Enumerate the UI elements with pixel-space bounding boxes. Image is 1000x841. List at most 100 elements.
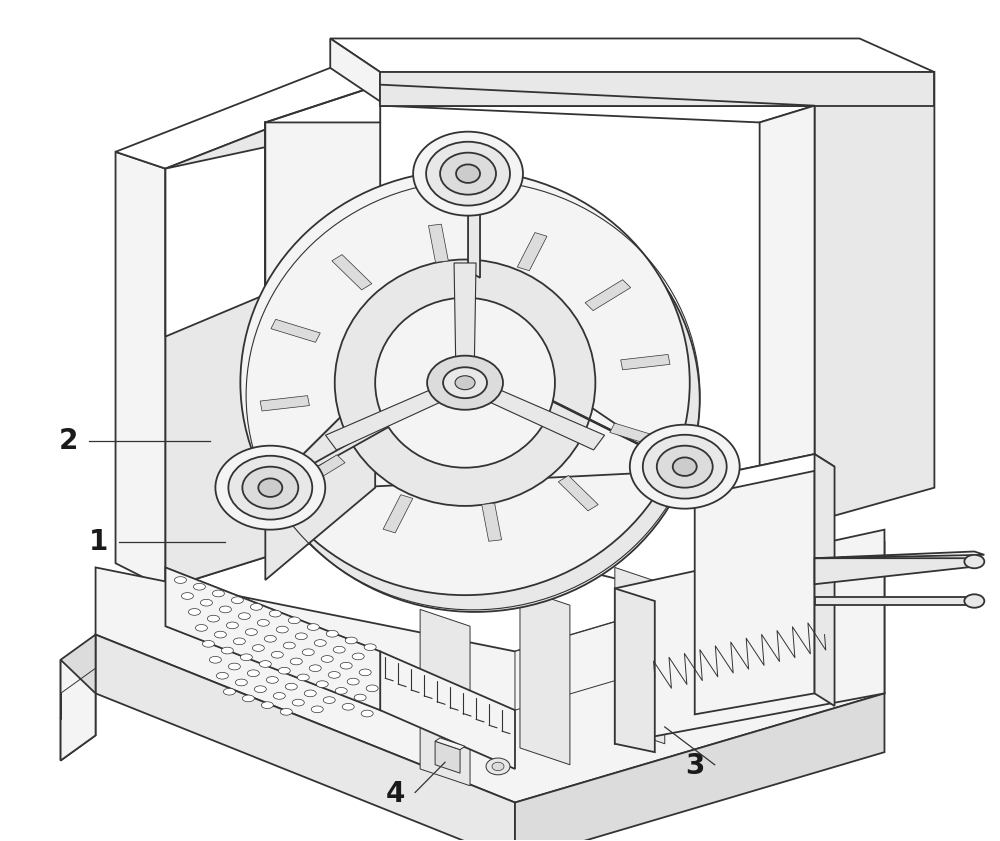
- Polygon shape: [332, 255, 372, 290]
- Ellipse shape: [258, 479, 282, 497]
- Ellipse shape: [242, 695, 254, 701]
- Ellipse shape: [181, 593, 193, 600]
- Polygon shape: [610, 423, 659, 446]
- Ellipse shape: [366, 685, 378, 691]
- Ellipse shape: [195, 625, 207, 632]
- Ellipse shape: [250, 604, 262, 611]
- Ellipse shape: [426, 142, 510, 205]
- Polygon shape: [517, 233, 547, 271]
- Ellipse shape: [440, 153, 496, 194]
- Ellipse shape: [193, 584, 205, 590]
- Ellipse shape: [214, 632, 226, 638]
- Polygon shape: [621, 354, 670, 370]
- Ellipse shape: [486, 758, 510, 775]
- Ellipse shape: [345, 637, 357, 644]
- Ellipse shape: [311, 706, 323, 712]
- Ellipse shape: [273, 692, 285, 699]
- Ellipse shape: [252, 645, 264, 652]
- Ellipse shape: [228, 664, 240, 670]
- Text: 1: 1: [89, 528, 108, 556]
- Ellipse shape: [226, 622, 238, 629]
- Polygon shape: [815, 454, 835, 706]
- Ellipse shape: [333, 647, 345, 653]
- Ellipse shape: [326, 631, 338, 637]
- Polygon shape: [116, 152, 165, 589]
- Ellipse shape: [216, 673, 228, 679]
- Polygon shape: [61, 635, 96, 718]
- Ellipse shape: [228, 456, 312, 520]
- Ellipse shape: [238, 613, 250, 620]
- Ellipse shape: [212, 590, 224, 597]
- Polygon shape: [461, 377, 605, 450]
- Ellipse shape: [297, 674, 309, 680]
- Ellipse shape: [455, 376, 475, 389]
- Ellipse shape: [354, 694, 366, 701]
- Ellipse shape: [307, 624, 319, 631]
- Ellipse shape: [242, 467, 298, 509]
- Ellipse shape: [413, 132, 523, 215]
- Polygon shape: [615, 530, 884, 743]
- Polygon shape: [615, 568, 665, 743]
- Ellipse shape: [259, 661, 271, 668]
- Polygon shape: [468, 173, 480, 278]
- Ellipse shape: [443, 368, 487, 398]
- Polygon shape: [380, 72, 934, 106]
- Ellipse shape: [215, 446, 325, 530]
- Ellipse shape: [335, 260, 595, 506]
- Polygon shape: [271, 320, 320, 342]
- Ellipse shape: [231, 597, 243, 604]
- Polygon shape: [96, 542, 884, 802]
- Polygon shape: [265, 383, 685, 492]
- Polygon shape: [815, 558, 974, 584]
- Ellipse shape: [295, 633, 307, 640]
- Ellipse shape: [250, 187, 700, 612]
- Ellipse shape: [964, 595, 984, 608]
- Ellipse shape: [280, 708, 292, 715]
- Text: 3: 3: [685, 753, 704, 780]
- Ellipse shape: [316, 680, 328, 687]
- Polygon shape: [330, 39, 934, 72]
- Ellipse shape: [347, 678, 359, 685]
- Ellipse shape: [375, 298, 555, 468]
- Ellipse shape: [209, 657, 221, 664]
- Ellipse shape: [202, 641, 214, 648]
- Polygon shape: [615, 589, 655, 752]
- Polygon shape: [435, 741, 460, 773]
- Polygon shape: [383, 495, 413, 533]
- Ellipse shape: [314, 640, 326, 647]
- Polygon shape: [435, 738, 465, 749]
- Ellipse shape: [285, 683, 297, 690]
- Polygon shape: [260, 395, 309, 411]
- Ellipse shape: [257, 620, 269, 627]
- Polygon shape: [270, 395, 445, 488]
- Polygon shape: [380, 652, 515, 769]
- Ellipse shape: [188, 609, 200, 616]
- Ellipse shape: [321, 656, 333, 663]
- Text: 4: 4: [385, 780, 405, 808]
- Ellipse shape: [361, 710, 373, 717]
- Polygon shape: [515, 542, 884, 710]
- Polygon shape: [420, 610, 470, 785]
- Ellipse shape: [254, 685, 266, 692]
- Polygon shape: [165, 85, 380, 589]
- Ellipse shape: [643, 435, 727, 499]
- Ellipse shape: [673, 458, 697, 476]
- Ellipse shape: [342, 703, 354, 710]
- Ellipse shape: [221, 648, 233, 654]
- Ellipse shape: [283, 643, 295, 649]
- Ellipse shape: [247, 670, 259, 676]
- Polygon shape: [265, 383, 375, 580]
- Ellipse shape: [328, 672, 340, 678]
- Polygon shape: [61, 693, 96, 760]
- Ellipse shape: [174, 577, 186, 584]
- Ellipse shape: [657, 446, 713, 488]
- Ellipse shape: [278, 668, 290, 674]
- Polygon shape: [695, 454, 815, 714]
- Ellipse shape: [630, 425, 740, 509]
- Polygon shape: [116, 68, 380, 168]
- Polygon shape: [165, 568, 380, 710]
- Polygon shape: [815, 72, 934, 521]
- Ellipse shape: [292, 699, 304, 706]
- Ellipse shape: [245, 629, 257, 636]
- Ellipse shape: [364, 644, 376, 651]
